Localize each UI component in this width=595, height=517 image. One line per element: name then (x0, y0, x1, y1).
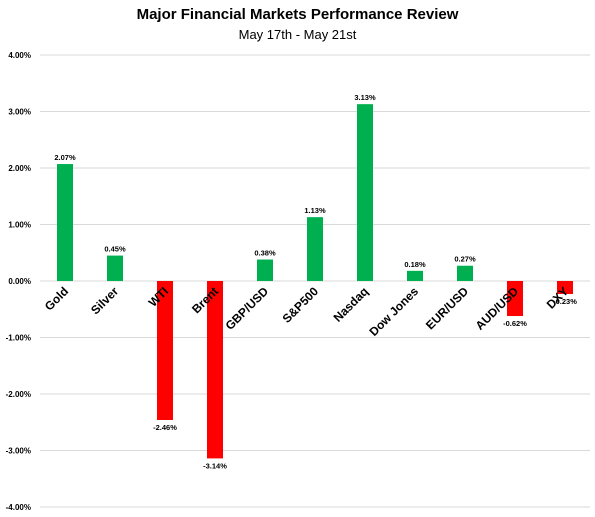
data-label: -0.62% (503, 319, 527, 328)
data-label: 0.27% (454, 255, 476, 264)
y-tick-label: -1.00% (6, 334, 31, 343)
y-tick-label: 1.00% (8, 221, 31, 230)
data-label: 3.13% (354, 93, 376, 102)
data-label: -2.46% (153, 423, 177, 432)
bar (207, 281, 223, 459)
chart-subtitle: May 17th - May 21st (238, 27, 357, 42)
data-label: -0.23% (553, 297, 577, 306)
data-label: -3.14% (203, 461, 227, 470)
y-tick-label: 0.00% (8, 277, 31, 286)
category-label: Nasdaq (331, 284, 372, 325)
category-label: Silver (88, 284, 121, 317)
category-label: EUR/USD (423, 284, 471, 332)
y-tick-label: -3.00% (6, 447, 31, 456)
bar (457, 265, 473, 281)
bar (557, 281, 573, 294)
category-label: GBP/USD (223, 284, 272, 333)
bar (257, 259, 273, 281)
bar (357, 104, 373, 281)
category-label: S&P500 (280, 284, 322, 326)
data-label: 0.38% (254, 249, 276, 258)
bar (307, 217, 323, 281)
bar (157, 281, 173, 420)
y-tick-label: 4.00% (8, 51, 31, 60)
bar (107, 255, 123, 281)
data-label: 2.07% (54, 153, 76, 162)
category-label: Dow Jones (366, 284, 421, 339)
bar (407, 270, 423, 281)
data-label: 0.45% (104, 245, 126, 254)
bar (507, 281, 523, 317)
chart-title: Major Financial Markets Performance Revi… (136, 6, 459, 23)
y-tick-label: -2.00% (6, 390, 31, 399)
y-tick-label: -4.00% (6, 503, 31, 512)
category-label: Gold (42, 284, 71, 313)
y-tick-label: 2.00% (8, 164, 31, 173)
y-tick-label: 3.00% (8, 108, 31, 117)
data-label: 0.18% (404, 260, 426, 269)
data-label: 1.13% (304, 206, 326, 215)
bar (57, 164, 73, 281)
